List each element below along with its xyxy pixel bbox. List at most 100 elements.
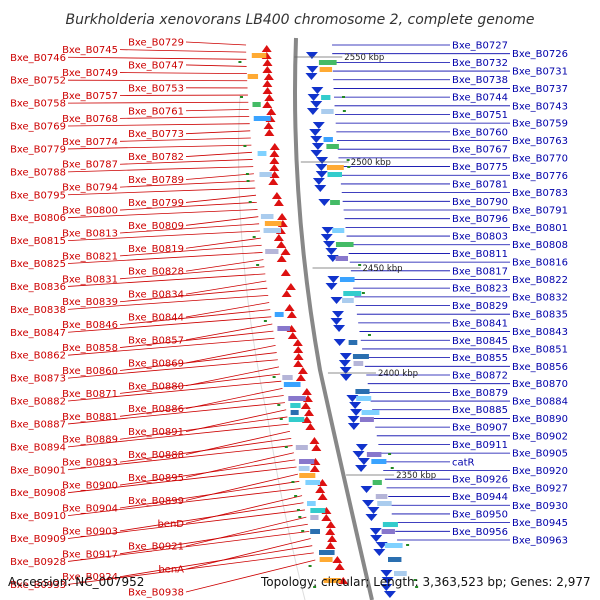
left-feature-block: [247, 74, 259, 79]
right-strand-gene: [357, 458, 370, 465]
right-gene-label: Bxe_B0781: [452, 179, 508, 190]
left-leader-line: [119, 72, 247, 75]
right-feature-block: [372, 480, 382, 485]
left-leader-line: [185, 194, 257, 203]
right-gene-label: Bxe_B0832: [512, 292, 568, 303]
left-strand-gene: [276, 241, 287, 248]
left-feature-block: [299, 459, 315, 464]
marker: [238, 61, 242, 63]
right-strand-gene: [305, 52, 318, 59]
left-feature-block: [251, 53, 267, 58]
left-strand-gene: [271, 192, 282, 199]
marker: [296, 509, 300, 511]
left-gene-label: Bxe_B0846: [62, 320, 118, 331]
marker: [284, 446, 288, 448]
left-feature-block: [257, 151, 267, 156]
left-leader-line: [67, 552, 314, 585]
left-leader-line: [185, 130, 251, 135]
left-leader-line: [185, 538, 311, 570]
marker: [308, 565, 312, 567]
left-gene-label: Bxe_B0900: [62, 481, 118, 492]
left-gene-label: Bxe_B0880: [128, 381, 184, 392]
left-gene-label: Bxe_B0819: [128, 244, 184, 255]
left-feature-block: [263, 228, 282, 233]
left-gene-label: Bxe_B0831: [62, 274, 118, 285]
left-gene-label: Bxe_B0788: [10, 167, 66, 178]
left-leader-line: [67, 101, 249, 104]
left-leader-line: [67, 316, 272, 333]
right-feature-block: [318, 60, 337, 65]
left-gene-label: Bxe_B0889: [62, 435, 118, 446]
right-feature-block: [382, 522, 398, 527]
marker: [272, 376, 276, 378]
left-gene-label: Bxe_B0904: [62, 503, 118, 514]
right-feature-block: [330, 200, 340, 205]
right-feature-block: [384, 543, 403, 548]
left-gene-label: Bxe_B0809: [128, 221, 184, 232]
right-gene-label: catR: [452, 457, 475, 468]
right-feature-block: [355, 389, 370, 394]
right-gene-label: Bxe_B0775: [452, 162, 508, 173]
left-strand-gene: [309, 465, 320, 472]
left-strand-gene: [286, 311, 297, 318]
right-feature-block: [352, 354, 369, 359]
right-gene-label: Bxe_B0796: [452, 214, 508, 225]
right-gene-label: Bxe_B0783: [512, 188, 568, 199]
marker: [248, 201, 252, 203]
right-feature-block: [327, 172, 343, 177]
right-strand-gene: [321, 227, 334, 234]
right-gene-label: Bxe_B0763: [512, 136, 568, 147]
left-strand-gene: [287, 332, 298, 339]
right-gene-label: Bxe_B0890: [512, 414, 568, 425]
left-strand-gene: [266, 108, 277, 115]
left-gene-label: Bxe_B0758: [10, 99, 66, 110]
right-feature-block: [326, 165, 344, 170]
right-strand-gene: [315, 171, 328, 178]
left-leader-line: [67, 123, 250, 127]
left-gene-label: Bxe_B0928: [10, 557, 66, 568]
left-leader-line: [185, 280, 267, 295]
left-strand-gene: [262, 66, 273, 73]
right-gene-label: Bxe_B0811: [452, 249, 508, 260]
left-gene-label: Bxe_B0857: [128, 335, 184, 346]
marker: [406, 544, 410, 546]
marker: [246, 180, 250, 182]
left-leader-line: [67, 380, 282, 402]
right-gene-label: Bxe_B0945: [512, 518, 568, 529]
left-strand-gene: [277, 213, 288, 220]
left-strand-gene: [292, 339, 303, 346]
right-gene-label: Bxe_B0920: [512, 466, 568, 477]
left-strand-gene: [297, 367, 308, 374]
left-strand-gene: [293, 360, 304, 367]
left-strand-gene: [269, 171, 280, 178]
marker: [301, 530, 305, 532]
left-gene-label: Bxe_B0908: [10, 488, 66, 499]
left-leader-line: [67, 423, 289, 448]
left-strand-gene: [311, 444, 322, 451]
right-strand-gene: [365, 514, 378, 521]
marker: [361, 292, 365, 294]
left-feature-block: [310, 515, 319, 520]
right-feature-block: [381, 529, 395, 534]
left-leader-line: [67, 273, 266, 287]
right-feature-block: [356, 396, 372, 401]
left-gene-label: Bxe_B0838: [10, 305, 66, 316]
right-strand-gene: [381, 577, 394, 584]
marker: [367, 334, 371, 336]
left-strand-gene: [309, 437, 320, 444]
right-strand-gene: [383, 591, 396, 598]
left-leader-line: [185, 41, 247, 46]
right-strand-gene: [380, 570, 393, 577]
marker: [294, 495, 298, 497]
left-leader-line: [185, 516, 307, 547]
left-leader-line: [185, 495, 303, 524]
map-title: Burkholderia xenovorans LB400 chromosome…: [65, 12, 534, 28]
left-leader-line: [67, 445, 293, 471]
left-gene-label: Bxe_B0899: [128, 496, 184, 507]
right-strand-gene: [380, 584, 393, 591]
marker: [240, 96, 244, 98]
left-leader-line: [185, 173, 254, 180]
left-gene-label: Bxe_B0768: [62, 114, 118, 125]
genome-summary-text: Topology: circular; Length: 3,363,523 bp…: [260, 575, 591, 589]
